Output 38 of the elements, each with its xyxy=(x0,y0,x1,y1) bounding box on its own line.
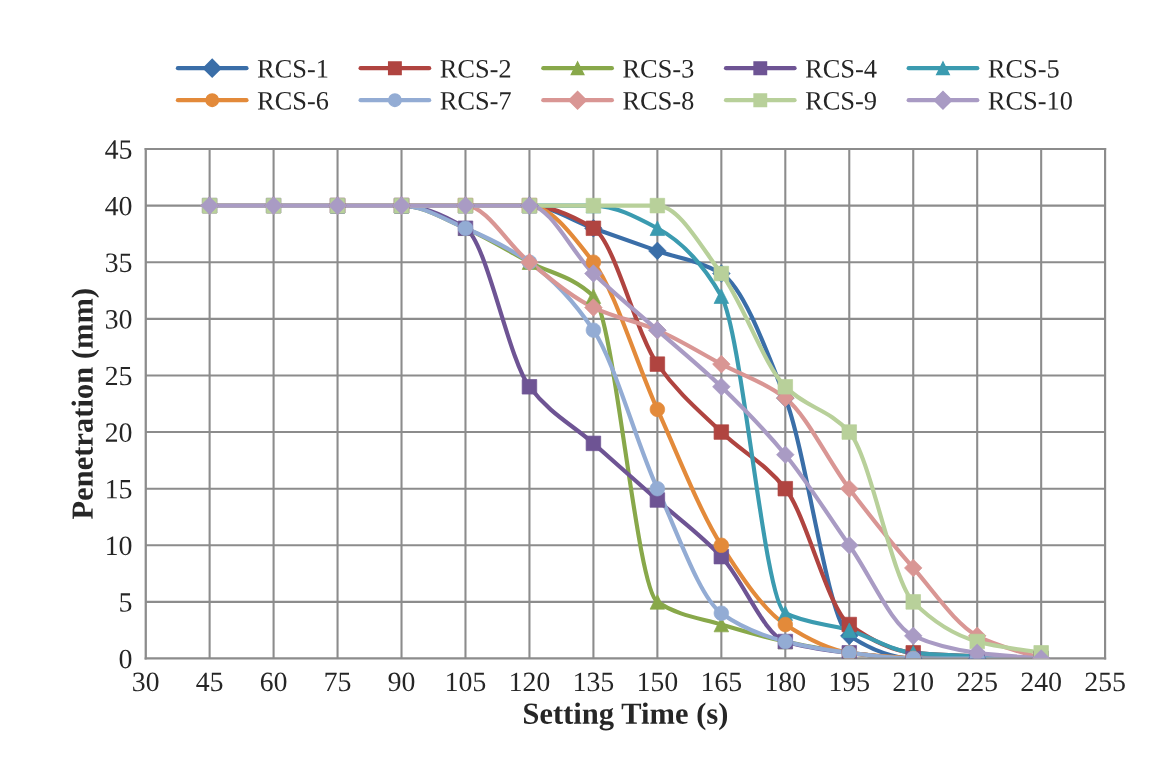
x-tick-label: 45 xyxy=(196,672,223,692)
y-tick-label: 35 xyxy=(106,253,132,273)
y-tick-label: 20 xyxy=(105,423,132,442)
y-tick-label: 40 xyxy=(105,196,132,216)
y-axis-title: Penetration (mm) xyxy=(71,289,100,520)
legend-label: RCS-9 xyxy=(805,91,876,110)
legend-label: RCS-5 xyxy=(988,59,1059,78)
x-tick-label: 240 xyxy=(1021,672,1061,692)
y-tick-label: 15 xyxy=(107,479,132,499)
x-tick-label: 135 xyxy=(575,672,614,692)
legend-label: RCS-10 xyxy=(988,91,1072,110)
x-tick-label: 165 xyxy=(702,672,742,692)
legend-label: RCS-1 xyxy=(257,59,328,78)
x-axis-title: Setting Time (s) xyxy=(524,702,728,731)
x-tick-label: 195 xyxy=(830,672,870,692)
x-tick-label: 105 xyxy=(447,672,486,692)
legend-label: RCS-4 xyxy=(805,59,877,78)
x-tick-label: 30 xyxy=(133,672,159,692)
x-tick-label: 225 xyxy=(957,672,997,692)
x-tick-label: 210 xyxy=(893,672,934,692)
x-tick-label: 90 xyxy=(388,672,415,692)
x-tick-label: 60 xyxy=(260,672,287,692)
y-tick-label: 0 xyxy=(119,649,132,669)
y-tick-label: 5 xyxy=(120,593,132,612)
legend-label: RCS-6 xyxy=(257,91,329,110)
x-tick-label: 255 xyxy=(1085,672,1125,692)
y-tick-label: 25 xyxy=(105,366,132,386)
x-tick-label: 120 xyxy=(511,672,550,692)
x-tick-label: 75 xyxy=(325,672,351,692)
legend-label: RCS-3 xyxy=(623,59,694,78)
x-tick-label: 180 xyxy=(766,672,806,692)
legend-label: RCS-7 xyxy=(440,91,511,110)
legend-label: RCS-2 xyxy=(440,59,511,78)
y-tick-label: 45 xyxy=(105,140,132,159)
y-tick-label: 30 xyxy=(106,310,132,329)
y-tick-label: 10 xyxy=(107,536,132,556)
x-tick-label: 150 xyxy=(638,672,678,692)
legend-label: RCS-8 xyxy=(623,91,694,110)
